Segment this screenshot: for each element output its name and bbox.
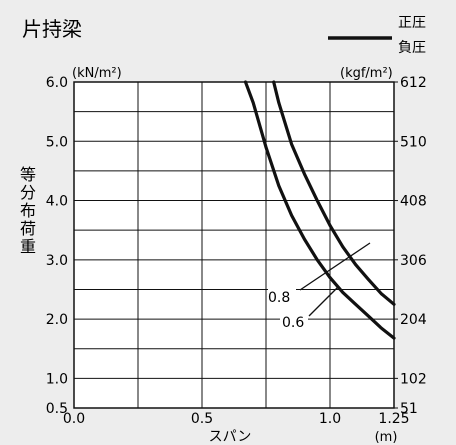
chart-title: 片持梁 <box>22 17 82 41</box>
tick-labels: 0.5 51 1.0 102 2.0 204 3.0 306 4.0 408 5.0 510 6.0 61… <box>46 75 427 427</box>
series-line-0.8 <box>272 80 396 306</box>
y-unit-right: (kgf/m²) <box>340 66 393 81</box>
legend-label-positive: 正圧 <box>398 15 426 31</box>
series-group <box>243 80 396 340</box>
svg-text:等分布荷重: 等分布荷重 <box>20 165 36 256</box>
y-tick-left: 5.0 <box>46 134 68 150</box>
y-tick-left: 2.0 <box>46 312 68 328</box>
legend-label-negative: 負圧 <box>398 40 426 56</box>
y-tick-right: 510 <box>400 134 427 150</box>
x-tick: 1.0 <box>319 411 341 427</box>
annotation-bg-0.8 <box>268 288 296 304</box>
x-unit: (m) <box>375 430 398 445</box>
x-tick: 1.25 <box>378 411 409 427</box>
annotation-0.8: 0.8 <box>268 290 290 306</box>
y-tick-left: 0.5 <box>46 401 68 417</box>
annotation-leader-0.6 <box>308 286 339 317</box>
y-tick-right: 408 <box>400 194 427 210</box>
annotation-0.6: 0.6 <box>282 315 304 331</box>
y-tick-right: 204 <box>400 312 427 328</box>
y-tick-left: 3.0 <box>46 253 68 269</box>
annotation-bg-0.6 <box>280 314 308 330</box>
y-unit-left: (kN/m²) <box>72 66 122 81</box>
y-tick-left: 4.0 <box>46 194 68 210</box>
y-tick-right: 612 <box>400 75 427 91</box>
y-tick-right: 306 <box>400 253 427 269</box>
annotation-leader-0.8 <box>299 242 371 291</box>
x-tick: 0.0 <box>63 411 85 427</box>
y-tick-left: 6.0 <box>46 75 68 91</box>
grid <box>74 82 394 408</box>
plot-area <box>73 81 395 409</box>
x-tick: 0.5 <box>191 411 213 427</box>
series-line-0.6 <box>243 80 396 340</box>
y-tick-right: 102 <box>400 371 427 387</box>
y-tick-right: 51 <box>400 401 418 417</box>
x-axis-label: スパン <box>209 429 252 445</box>
y-axis-label: 等分布荷重 <box>20 165 36 256</box>
y-tick-left: 1.0 <box>46 371 68 387</box>
